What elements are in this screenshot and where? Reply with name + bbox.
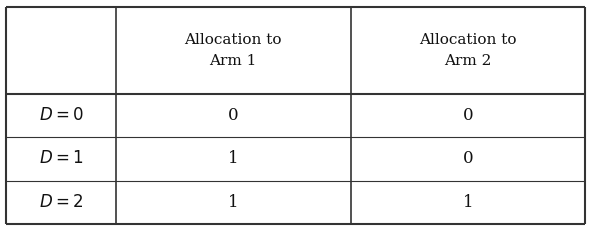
Text: $D = 2$: $D = 2$: [39, 194, 83, 211]
Bar: [6, 137, 116, 181]
Text: 1: 1: [463, 194, 473, 211]
Text: Allocation to
Arm 2: Allocation to Arm 2: [419, 33, 517, 68]
Text: $D = 0$: $D = 0$: [38, 107, 83, 124]
Bar: [116, 94, 350, 137]
Bar: [6, 181, 116, 224]
Bar: [350, 137, 585, 181]
Bar: [350, 7, 585, 94]
Text: Allocation to
Arm 1: Allocation to Arm 1: [184, 33, 282, 68]
Text: 0: 0: [463, 107, 473, 124]
Bar: [116, 7, 350, 94]
Bar: [350, 181, 585, 224]
Text: 0: 0: [228, 107, 239, 124]
Bar: [6, 94, 116, 137]
Bar: [6, 7, 116, 94]
Text: 1: 1: [228, 150, 239, 167]
Text: 1: 1: [228, 194, 239, 211]
Bar: [116, 137, 350, 181]
Bar: [116, 181, 350, 224]
Text: 0: 0: [463, 150, 473, 167]
Text: $D = 1$: $D = 1$: [39, 150, 83, 167]
Bar: [350, 94, 585, 137]
